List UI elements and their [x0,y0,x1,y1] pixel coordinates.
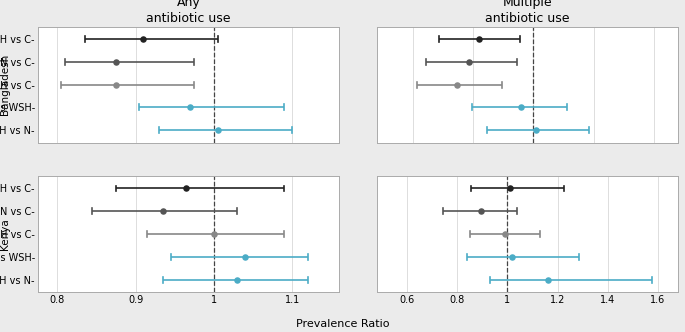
Text: Prevalence Ratio: Prevalence Ratio [296,319,389,329]
Point [181,186,192,191]
Point [451,82,462,87]
Point [212,127,223,133]
Point [499,231,510,237]
Point [158,208,169,214]
Point [240,254,251,260]
Point [110,59,121,64]
Point [232,277,242,282]
Point [138,37,149,42]
Point [208,231,219,237]
Title: Multiple
antibiotic use: Multiple antibiotic use [485,0,570,25]
Point [185,105,196,110]
Point [507,254,518,260]
Text: Bangladesh: Bangladesh [1,54,10,115]
Point [516,105,527,110]
Point [475,208,486,214]
Point [463,59,474,64]
Point [110,82,121,87]
Text: Kenya: Kenya [1,218,10,250]
Title: Any
antibiotic use: Any antibiotic use [146,0,231,25]
Point [542,277,553,282]
Point [504,186,515,191]
Point [531,127,542,133]
Point [474,37,485,42]
